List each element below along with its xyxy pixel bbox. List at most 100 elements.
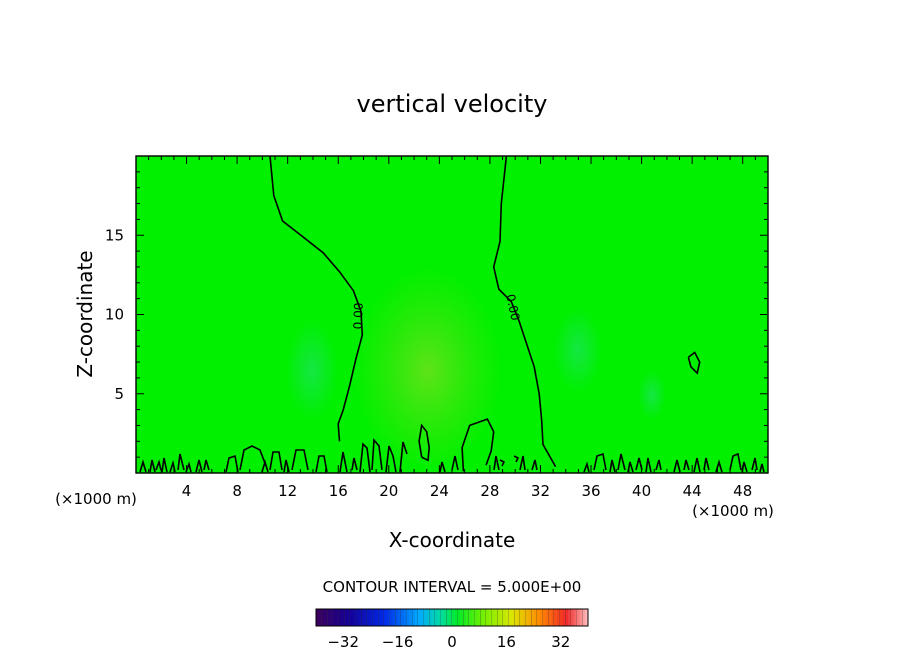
y-tick-labels: 5 10 15 (105, 226, 124, 403)
x-tick-label: 8 (232, 482, 242, 500)
colorbar-cell (537, 609, 541, 626)
x-tick-label: 24 (430, 482, 449, 500)
colorbar-cell (528, 609, 532, 626)
colorbar-cell (568, 609, 572, 626)
colorbar-cell (401, 609, 405, 626)
colorbar-cell (423, 609, 427, 626)
colorbar-cell (531, 609, 535, 626)
colorbar-cell (364, 609, 368, 626)
colorbar-tick-label: 0 (447, 633, 457, 651)
colorbar-cell (503, 609, 507, 626)
colorbar-tick-label: 16 (497, 633, 516, 651)
contour-interval-label: CONTOUR INTERVAL = 5.000E+00 (323, 578, 582, 596)
colorbar-cell (440, 609, 444, 626)
colorbar-cell (358, 609, 362, 626)
colorbar-cell (341, 609, 345, 626)
surface-turbulence-contours (139, 437, 765, 473)
colorbar-cell (548, 609, 552, 626)
colorbar-cell (466, 609, 470, 626)
colorbar-cell (318, 609, 322, 626)
colorbar-cell (384, 609, 388, 626)
downdraft-shading-right (554, 308, 602, 392)
colorbar-cell (403, 609, 407, 626)
colorbar-cell (511, 609, 515, 626)
downdraft-shading-left (286, 320, 338, 420)
colorbar-tick-label: −16 (382, 633, 414, 651)
colorbar-cell (514, 609, 518, 626)
colorbar-cell (500, 609, 504, 626)
x-tick-label: 20 (379, 482, 398, 500)
x-tick-label: 40 (632, 482, 651, 500)
y-tick-label: 10 (105, 306, 124, 324)
contour-value-label: 0.00 (351, 302, 366, 329)
colorbar-cell (316, 609, 320, 626)
colorbar-cell (386, 609, 390, 626)
colorbar-cell (520, 609, 524, 626)
x-tick-label: 4 (182, 482, 192, 500)
x-tick-label: 44 (683, 482, 702, 500)
colorbar-cell (460, 609, 464, 626)
colorbar-cell (551, 609, 555, 626)
colorbar-cell (367, 609, 371, 626)
x-tick-labels: 4 8 12 16 20 24 28 32 36 40 44 48 (182, 482, 752, 500)
colorbar-cell (469, 609, 473, 626)
updraft-shading (353, 255, 503, 465)
colorbar-cell (335, 609, 339, 626)
colorbar-cell (556, 609, 560, 626)
colorbar-cell (355, 609, 359, 626)
plot-area: 0.00 0.00 (135, 155, 769, 474)
colorbar-cell (525, 609, 529, 626)
colorbar-cell (477, 609, 481, 626)
colorbar-cell (347, 609, 351, 626)
central-updraft-contour (418, 423, 431, 462)
y-axis-label: Z-coordinate (73, 250, 97, 377)
colorbar-cell (522, 609, 526, 626)
colorbar-cell (463, 609, 467, 626)
colorbar-cell (435, 609, 439, 626)
colorbar-ticks: −32 −16 0 16 32 (327, 633, 570, 651)
near-surface-contour-mid (461, 418, 495, 472)
colorbar-cell (508, 609, 512, 626)
colorbar-cell (565, 609, 569, 626)
right-zero-contour (492, 156, 557, 468)
contour-layer (269, 156, 701, 472)
colorbar-cell (324, 609, 328, 626)
chart-title: vertical velocity (357, 90, 548, 118)
colorbar-cell (395, 609, 399, 626)
colorbar-cell (571, 609, 575, 626)
colorbar-cell (488, 609, 492, 626)
colorbar-cell (333, 609, 337, 626)
colorbar-cell (352, 609, 356, 626)
y-tick-label: 15 (105, 226, 124, 244)
colorbar-cell (559, 609, 563, 626)
colorbar-cell (491, 609, 495, 626)
colorbar-cell (330, 609, 334, 626)
colorbar-cell (576, 609, 580, 626)
colorbar-cell (542, 609, 546, 626)
colorbar-cell (350, 609, 354, 626)
colorbar-cell (443, 609, 447, 626)
colorbar-cell (432, 609, 436, 626)
colorbar-cell (585, 609, 589, 626)
colorbar-cell (344, 609, 348, 626)
colorbar-cell (406, 609, 410, 626)
x-unit-label-left: (×1000 m) (55, 490, 137, 508)
x-tick-label: 32 (531, 482, 550, 500)
colorbar-cell (483, 609, 487, 626)
colorbar-cell (573, 609, 577, 626)
left-zero-contour (269, 156, 364, 442)
colorbar-cell (579, 609, 583, 626)
colorbar-cell (505, 609, 509, 626)
colorbar-cell (474, 609, 478, 626)
colorbar-cell (381, 609, 385, 626)
colorbar-cell (562, 609, 566, 626)
colorbar-cell (449, 609, 453, 626)
colorbar-cell (361, 609, 365, 626)
tick-layer (136, 156, 768, 473)
colorbar-cell (429, 609, 433, 626)
colorbar-cell (372, 609, 376, 626)
colorbar-cell (338, 609, 342, 626)
colorbar-cell (418, 609, 422, 626)
colorbar-tick-label: −32 (327, 633, 359, 651)
